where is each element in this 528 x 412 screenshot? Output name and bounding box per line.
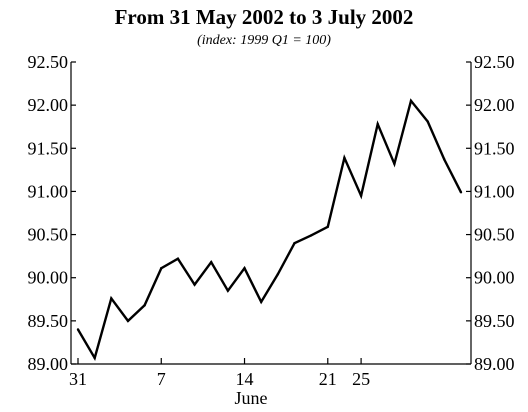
data-point — [409, 99, 413, 103]
x-axis-label: June — [235, 388, 268, 408]
y-tick-label-left: 90.00 — [28, 268, 69, 288]
plot-frame — [70, 62, 472, 365]
y-tick-label-right: 92.50 — [474, 52, 515, 72]
x-axis-ticks: 31 7 14 21 25 — [69, 358, 370, 389]
x-tick-label: 14 — [236, 369, 254, 389]
y-tick-label-right: 89.50 — [474, 311, 515, 331]
x-tick-label: 31 — [69, 369, 87, 389]
data-point — [276, 273, 280, 276]
data-point — [309, 234, 313, 237]
data-point — [93, 356, 96, 360]
data-point — [343, 156, 346, 159]
chart-title: From 31 May 2002 to 3 July 2002 — [115, 5, 414, 29]
data-point — [359, 194, 363, 197]
y-tick-label-right: 91.00 — [474, 181, 515, 201]
y-tick-label-left: 91.00 — [28, 181, 69, 201]
series-line — [76, 98, 463, 362]
chart-subtitle: (index: 1999 Q1 = 100) — [197, 33, 331, 48]
data-point — [160, 267, 163, 270]
data-point — [143, 304, 146, 307]
y-axis-right-ticks: 89.00 89.50 90.00 90.50 91.00 91.50 92.00 92.50 — [466, 52, 515, 374]
data-points — [76, 99, 463, 360]
data-point — [126, 319, 130, 323]
data-point — [243, 267, 246, 270]
y-tick-label-left: 91.50 — [28, 138, 69, 158]
x-tick-label: 7 — [157, 369, 166, 389]
y-tick-label-left: 92.00 — [28, 95, 69, 115]
data-point — [193, 283, 196, 286]
y-tick-label-left: 89.00 — [28, 354, 69, 374]
data-point — [226, 289, 230, 292]
y-tick-label-right: 90.50 — [474, 225, 515, 245]
y-tick-label-right: 92.00 — [474, 95, 515, 115]
data-point — [176, 257, 180, 260]
y-tick-label-left: 89.50 — [28, 311, 69, 331]
data-point — [443, 158, 446, 161]
data-point — [76, 328, 80, 331]
y-tick-label-right: 90.00 — [474, 268, 515, 288]
x-tick-label: 25 — [352, 369, 370, 389]
y-tick-label-right: 91.50 — [474, 138, 515, 158]
data-point — [459, 191, 463, 194]
y-tick-label-left: 92.50 — [28, 52, 69, 72]
data-point — [393, 162, 396, 166]
data-point — [426, 120, 429, 123]
y-tick-label-left: 90.50 — [28, 225, 69, 245]
data-point — [210, 260, 213, 264]
data-point — [376, 122, 379, 126]
data-point — [326, 225, 329, 229]
y-axis-left-ticks: 89.00 89.50 90.00 90.50 91.00 91.50 92.00 92.50 — [28, 52, 76, 374]
data-point — [110, 297, 113, 300]
data-point — [259, 300, 263, 304]
data-point — [293, 242, 296, 245]
x-tick-label: 21 — [319, 369, 337, 389]
y-tick-label-right: 89.00 — [474, 354, 515, 374]
